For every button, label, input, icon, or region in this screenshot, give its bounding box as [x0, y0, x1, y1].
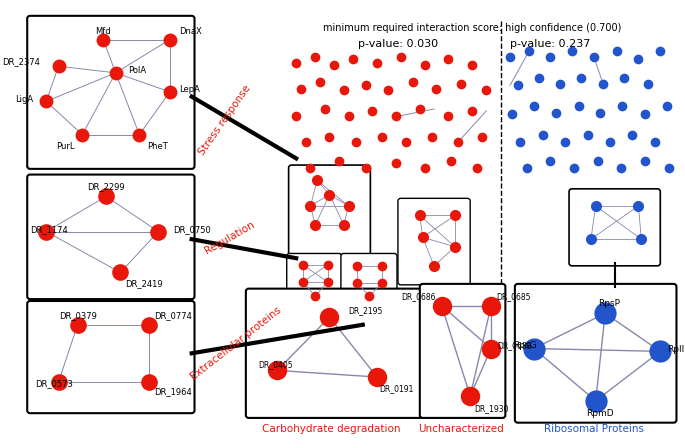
Text: Uncharacterized: Uncharacterized — [418, 424, 503, 434]
Text: minimum required interaction score: high confidence (0.700): minimum required interaction score: high… — [323, 23, 621, 33]
Text: p-value: 0.030: p-value: 0.030 — [358, 39, 438, 49]
Text: DR_2374: DR_2374 — [1, 57, 40, 66]
Text: p-value: 0.237: p-value: 0.237 — [510, 39, 590, 49]
Text: Regulation: Regulation — [203, 219, 256, 255]
Text: PurL: PurL — [56, 142, 75, 151]
Text: DR_0405: DR_0405 — [258, 360, 292, 369]
FancyBboxPatch shape — [288, 165, 371, 259]
Text: DR_0688: DR_0688 — [497, 341, 531, 350]
Text: DR_0686: DR_0686 — [401, 292, 436, 301]
Text: RpsG: RpsG — [513, 341, 536, 350]
Text: LepA: LepA — [179, 86, 200, 95]
Text: DR_0750: DR_0750 — [173, 225, 210, 234]
Text: DR_2419: DR_2419 — [125, 280, 163, 289]
Text: Extracellular proteins: Extracellular proteins — [189, 306, 284, 382]
FancyBboxPatch shape — [569, 189, 660, 266]
Text: PolA: PolA — [128, 65, 146, 74]
Text: DR_0685: DR_0685 — [496, 292, 530, 301]
Text: DR_2299: DR_2299 — [87, 182, 125, 191]
FancyBboxPatch shape — [341, 254, 397, 309]
Text: Carbohydrate degradation: Carbohydrate degradation — [262, 424, 401, 434]
FancyBboxPatch shape — [515, 284, 677, 422]
Text: RpsP: RpsP — [598, 299, 620, 308]
Text: DnaX: DnaX — [179, 27, 202, 36]
FancyBboxPatch shape — [420, 284, 506, 418]
Text: RplI: RplI — [667, 345, 684, 354]
FancyBboxPatch shape — [27, 175, 195, 299]
Text: DR_0191: DR_0191 — [379, 384, 413, 393]
Text: DR_0774: DR_0774 — [153, 311, 192, 320]
FancyBboxPatch shape — [27, 301, 195, 413]
Text: DR_0379: DR_0379 — [59, 311, 97, 320]
FancyBboxPatch shape — [27, 16, 195, 169]
Text: Ribosomal Proteins: Ribosomal Proteins — [544, 424, 644, 434]
Text: Stress response: Stress response — [197, 83, 253, 157]
Text: DR_0573: DR_0573 — [35, 379, 73, 388]
Text: RpmD: RpmD — [586, 409, 613, 418]
Text: DR_1174: DR_1174 — [30, 225, 68, 234]
Text: PheT: PheT — [147, 142, 168, 151]
FancyBboxPatch shape — [287, 254, 342, 309]
FancyBboxPatch shape — [398, 198, 470, 285]
Text: Mfd: Mfd — [95, 27, 111, 36]
FancyBboxPatch shape — [246, 289, 423, 418]
Text: DR_1930: DR_1930 — [474, 404, 508, 413]
Text: LigA: LigA — [15, 95, 33, 104]
Text: DR_1964: DR_1964 — [153, 387, 191, 396]
Text: DR_2195: DR_2195 — [349, 306, 383, 315]
